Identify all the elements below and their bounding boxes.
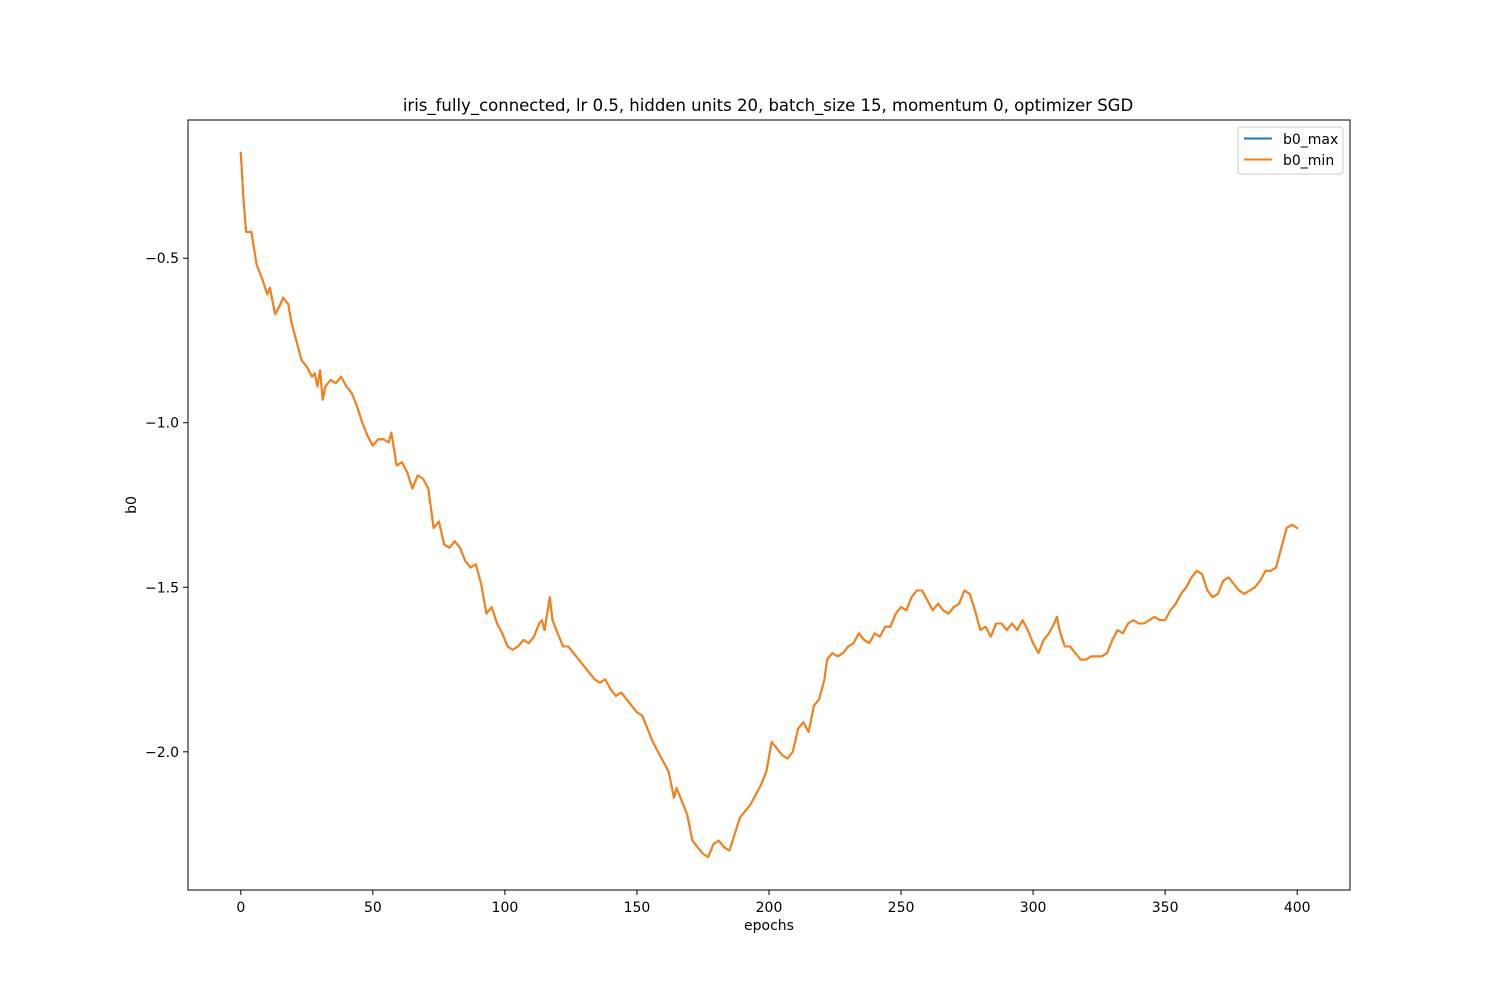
y-axis-label: b0	[124, 496, 140, 514]
y-tick-label: −2.0	[145, 745, 179, 761]
x-tick-label: 300	[1020, 900, 1047, 916]
x-tick-label: 400	[1284, 900, 1311, 916]
series-layer	[239, 151, 1299, 859]
legend-label-b0-min: b0_min	[1283, 153, 1334, 169]
y-tick-label: −0.5	[145, 251, 179, 267]
y-tick-label: −1.0	[145, 416, 179, 432]
x-tick-label: 100	[492, 900, 519, 916]
series-line-b0-min	[239, 151, 1299, 859]
x-tick-label: 150	[624, 900, 651, 916]
y-axis-ticks: −0.5 −1.0 −1.5 −2.0	[145, 251, 188, 761]
x-tick-label: 0	[236, 900, 245, 916]
plot-area	[188, 120, 1350, 890]
x-tick-label: 250	[888, 900, 915, 916]
chart-title: iris_fully_connected, lr 0.5, hidden uni…	[403, 96, 1133, 116]
y-tick-label: −1.5	[145, 580, 179, 596]
legend: b0_max b0_min	[1237, 126, 1344, 175]
x-axis-ticks: 0 50 100 150 200 250 300 350 400	[236, 890, 1311, 916]
legend-label-b0-max: b0_max	[1283, 132, 1338, 148]
x-tick-label: 200	[756, 900, 783, 916]
x-tick-label: 350	[1152, 900, 1179, 916]
x-axis-label: epochs	[744, 918, 794, 934]
x-tick-label: 50	[364, 900, 382, 916]
plot-frame	[187, 119, 1351, 891]
